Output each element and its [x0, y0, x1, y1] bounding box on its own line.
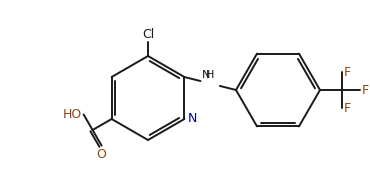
Text: N: N	[202, 70, 210, 81]
Text: O: O	[97, 148, 107, 161]
Text: HO: HO	[62, 108, 81, 121]
Text: F: F	[344, 101, 351, 115]
Text: N: N	[187, 113, 197, 125]
Text: Cl: Cl	[142, 28, 154, 41]
Text: H: H	[206, 70, 214, 81]
Text: F: F	[344, 65, 351, 79]
Text: F: F	[362, 84, 369, 96]
